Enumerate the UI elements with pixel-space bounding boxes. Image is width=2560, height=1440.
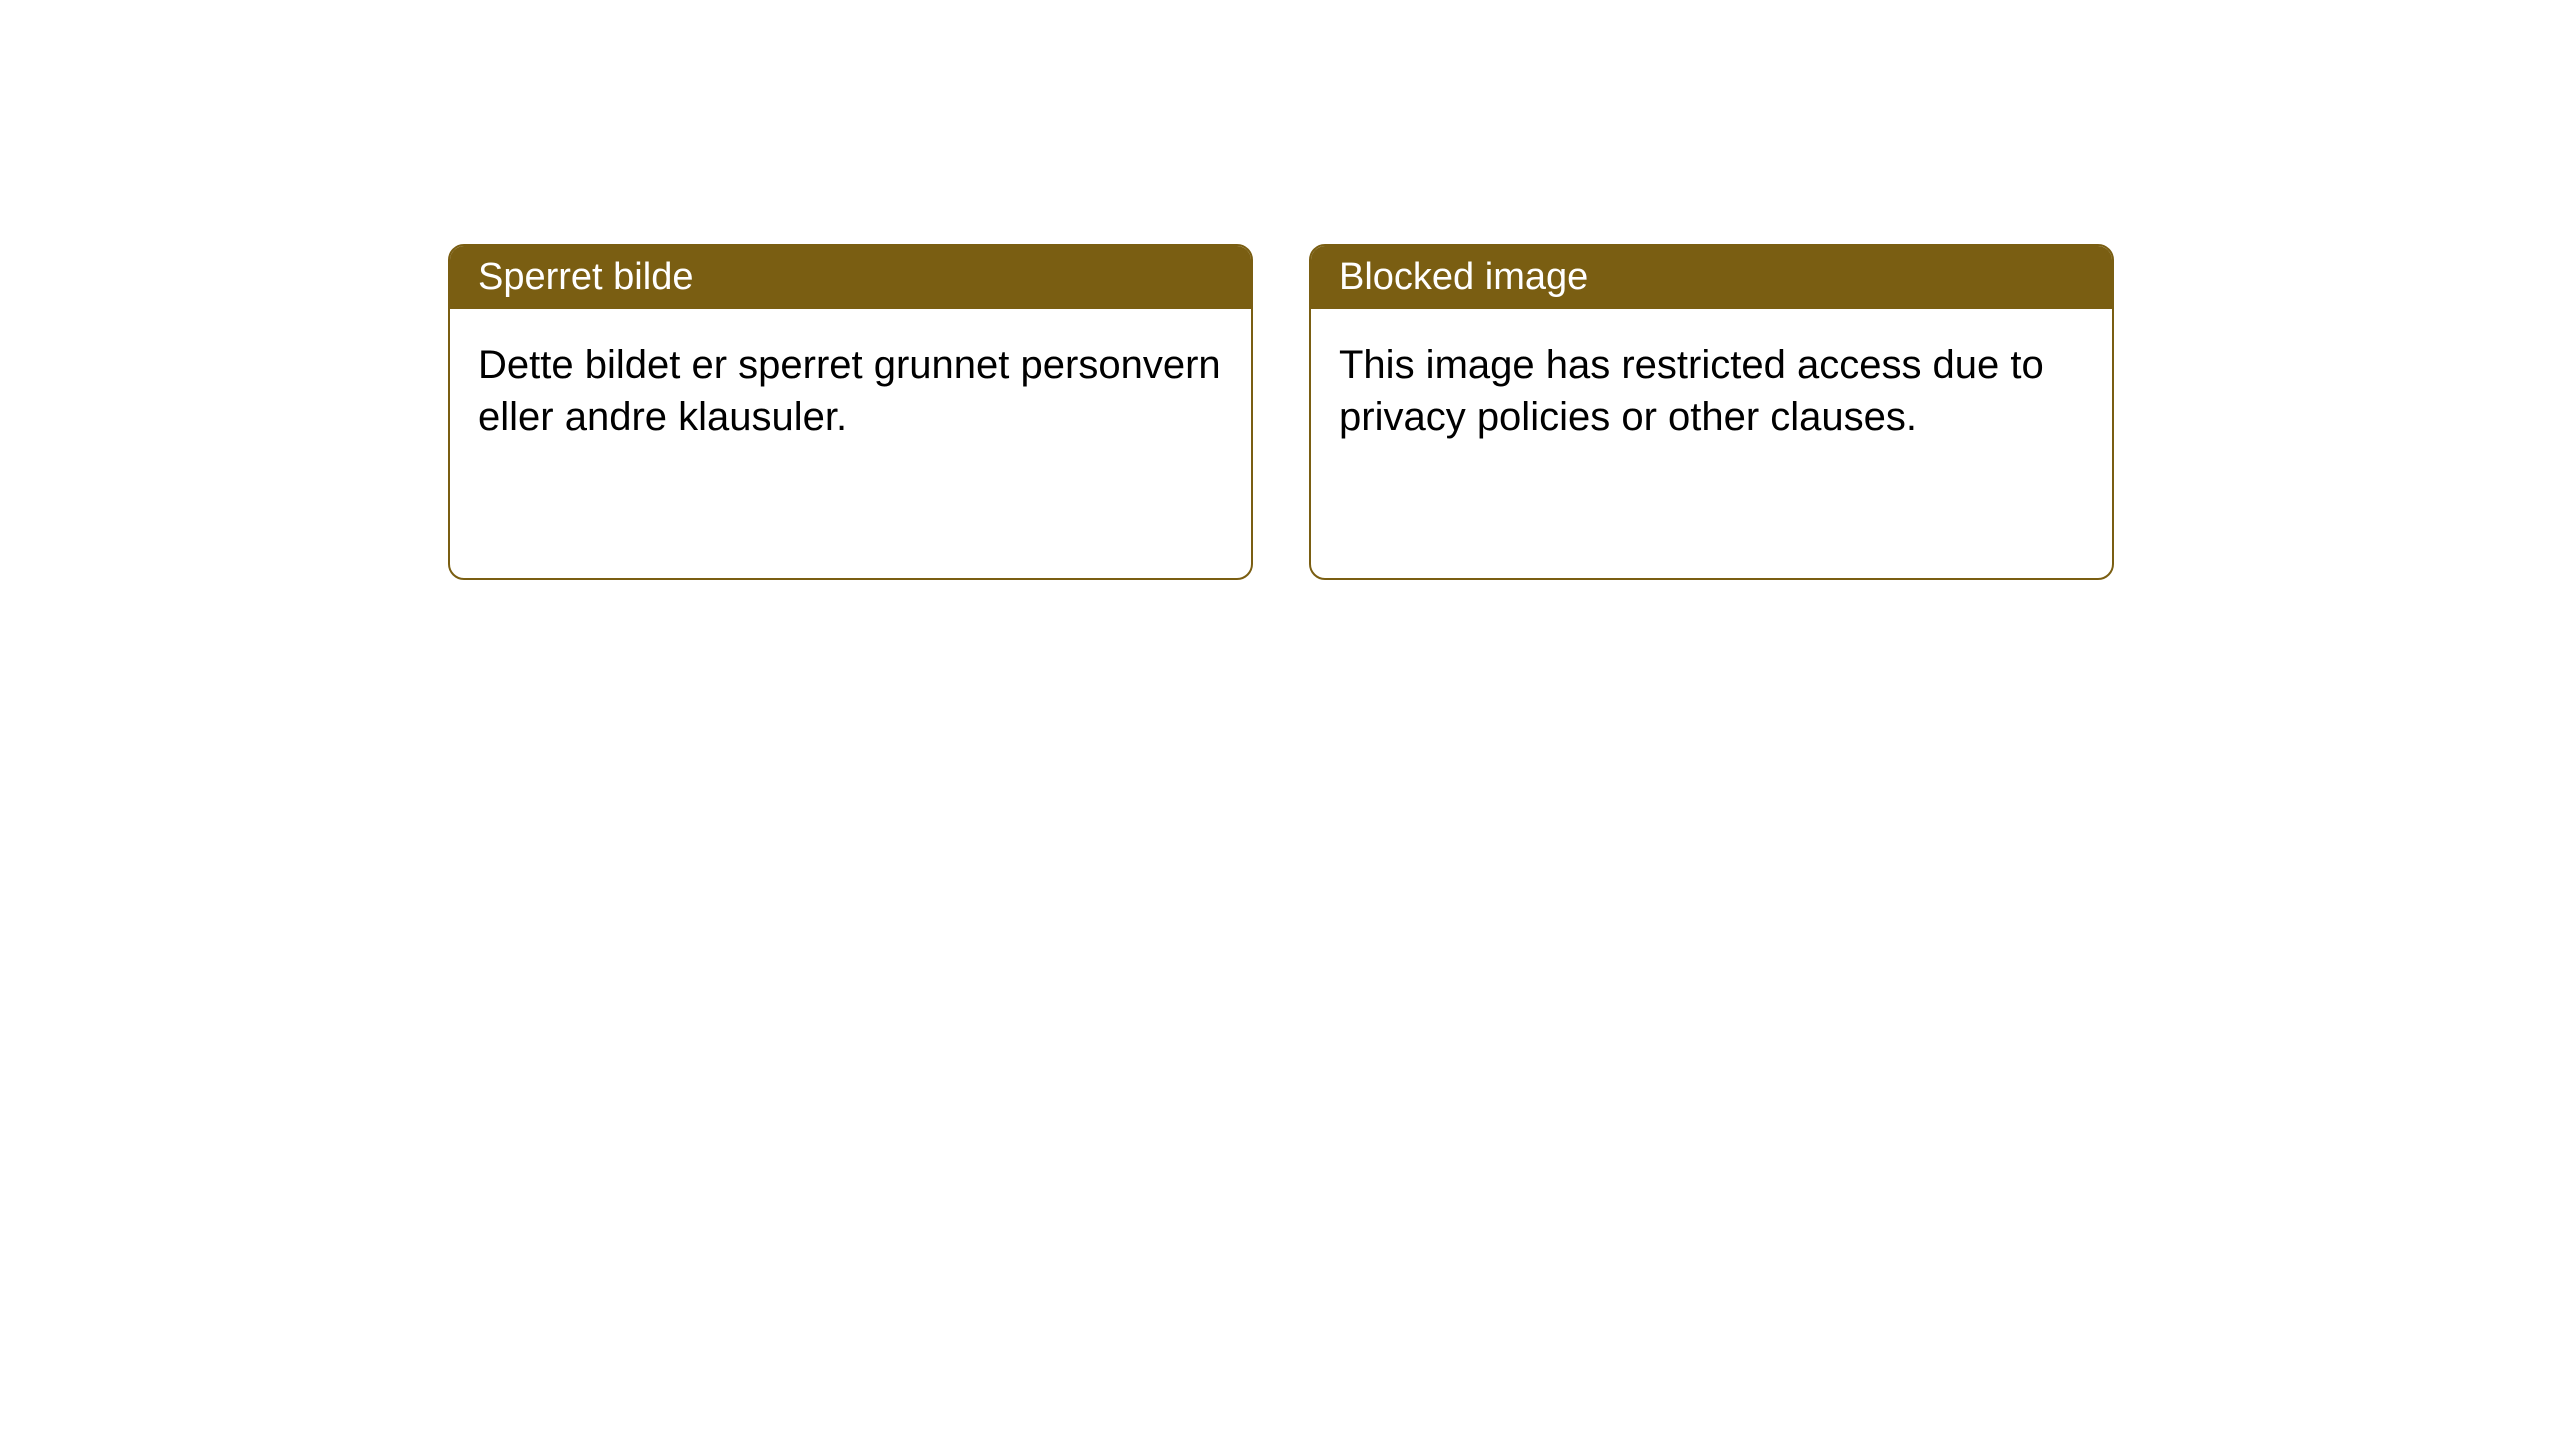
card-header: Sperret bilde: [450, 246, 1251, 309]
blocked-image-notices: Sperret bilde Dette bildet er sperret gr…: [448, 244, 2114, 580]
card-body: Dette bildet er sperret grunnet personve…: [450, 309, 1251, 473]
notice-card-english: Blocked image This image has restricted …: [1309, 244, 2114, 580]
card-header: Blocked image: [1311, 246, 2112, 309]
card-body-text: Dette bildet er sperret grunnet personve…: [478, 343, 1221, 439]
card-title: Blocked image: [1339, 256, 1588, 298]
card-body-text: This image has restricted access due to …: [1339, 343, 2044, 439]
card-body: This image has restricted access due to …: [1311, 309, 2112, 473]
card-title: Sperret bilde: [478, 256, 693, 298]
notice-card-norwegian: Sperret bilde Dette bildet er sperret gr…: [448, 244, 1253, 580]
